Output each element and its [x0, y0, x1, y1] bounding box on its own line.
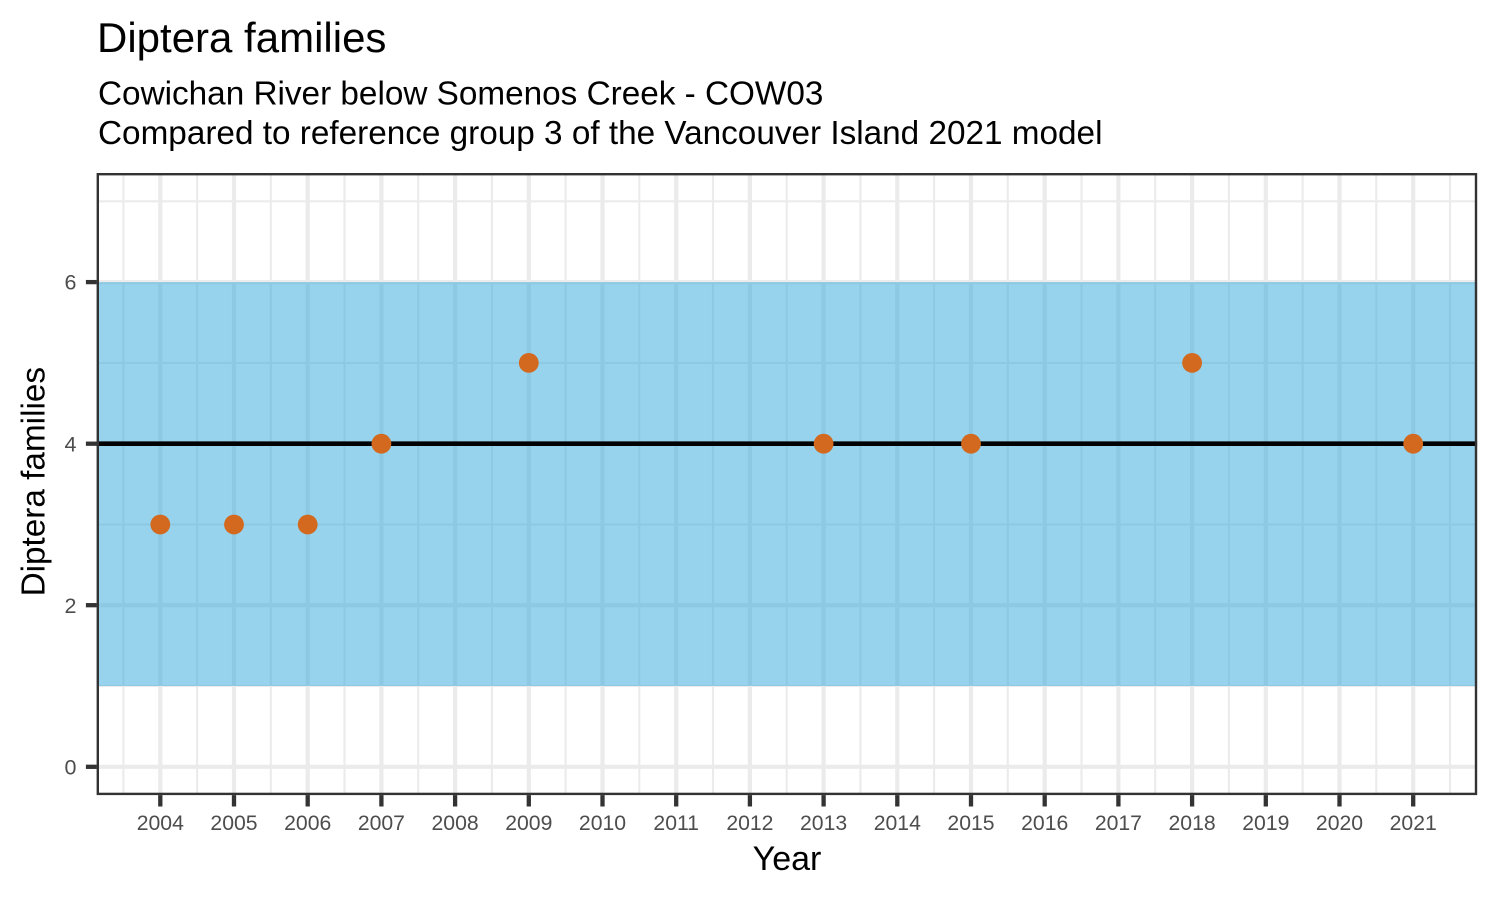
svg-text:2008: 2008	[432, 812, 479, 835]
svg-text:2: 2	[65, 594, 77, 618]
svg-text:Year: Year	[753, 840, 822, 878]
svg-text:Compared to reference group 3: Compared to reference group 3 of the Van…	[98, 115, 1102, 152]
svg-text:Diptera families: Diptera families	[97, 14, 386, 61]
svg-text:2009: 2009	[505, 812, 552, 835]
svg-text:2020: 2020	[1316, 812, 1363, 835]
svg-text:2013: 2013	[800, 812, 847, 835]
svg-text:2007: 2007	[358, 812, 405, 835]
svg-text:2019: 2019	[1242, 812, 1289, 835]
svg-text:6: 6	[65, 271, 77, 295]
svg-text:2006: 2006	[284, 812, 331, 835]
svg-text:0: 0	[65, 755, 77, 779]
svg-text:2004: 2004	[137, 812, 184, 835]
svg-text:2012: 2012	[726, 812, 773, 835]
svg-text:4: 4	[65, 432, 77, 456]
svg-text:2005: 2005	[210, 812, 257, 835]
svg-text:2016: 2016	[1021, 812, 1068, 835]
svg-text:2017: 2017	[1095, 812, 1142, 835]
svg-text:2010: 2010	[579, 812, 626, 835]
svg-text:2021: 2021	[1390, 812, 1437, 835]
svg-text:2015: 2015	[947, 812, 994, 835]
svg-text:2018: 2018	[1169, 812, 1216, 835]
svg-text:Cowichan River below Somenos C: Cowichan River below Somenos Creek - COW…	[98, 76, 823, 113]
svg-text:Diptera families: Diptera families	[16, 367, 53, 596]
svg-text:2014: 2014	[874, 812, 921, 835]
svg-text:2011: 2011	[653, 812, 699, 835]
